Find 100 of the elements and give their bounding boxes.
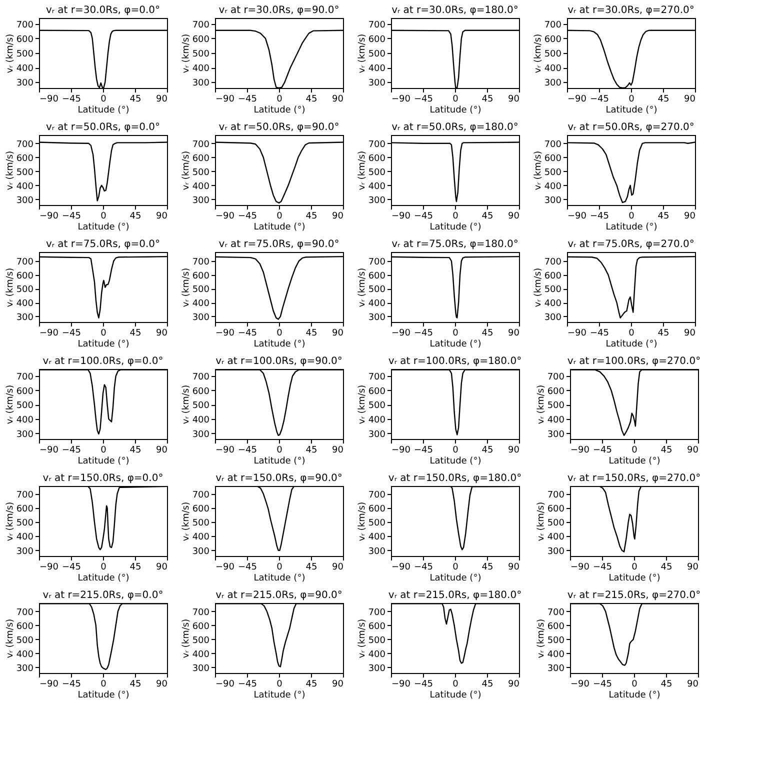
x-tick-label: −90 xyxy=(570,446,590,456)
x-tick-label: 0 xyxy=(452,562,459,572)
x-tick-label: 45 xyxy=(130,446,142,456)
x-tick-label: −45 xyxy=(238,94,257,104)
x-tick-label: 90 xyxy=(156,212,168,222)
x-tick-label: 45 xyxy=(658,328,670,338)
y-tick-label: 400 xyxy=(16,299,34,310)
x-axis-title: Latitude (°) xyxy=(430,340,482,350)
chart-title: vᵣ at r=30.0Rs, φ=90.0° xyxy=(218,5,340,16)
chart-title: vᵣ at r=30.0Rs, φ=180.0° xyxy=(392,5,518,16)
x-tick-label: 0 xyxy=(276,562,283,572)
y-tick-label: 400 xyxy=(16,532,34,543)
x-tick-label: −90 xyxy=(392,328,411,338)
x-tick-label: 45 xyxy=(660,562,672,572)
y-tick-label: 600 xyxy=(544,154,562,164)
x-axis-title: Latitude (°) xyxy=(254,340,306,350)
x-tick-label: −90 xyxy=(568,328,587,338)
y-tick-label: 500 xyxy=(16,636,34,646)
chart-title: vᵣ at r=30.0Rs, φ=0.0° xyxy=(46,5,160,16)
y-tick-label: 500 xyxy=(16,168,34,178)
y-tick-label: 600 xyxy=(368,154,386,164)
y-axis-title: vᵣ (km/s) xyxy=(357,502,368,542)
x-tick-label: 45 xyxy=(482,212,494,222)
x-axis-title: Latitude (°) xyxy=(254,106,306,116)
y-tick-label: 600 xyxy=(192,504,210,514)
x-tick-label: −45 xyxy=(414,446,433,456)
y-tick-label: 600 xyxy=(16,622,34,632)
y-tick-label: 600 xyxy=(547,386,565,397)
x-tick-label: −90 xyxy=(392,446,411,456)
y-tick-label: 600 xyxy=(368,386,386,397)
y-tick-label: 300 xyxy=(368,664,386,674)
x-tick-label: −45 xyxy=(414,562,433,572)
y-tick-label: 500 xyxy=(544,50,562,60)
x-tick-label: 90 xyxy=(156,680,168,690)
x-tick-label: 90 xyxy=(687,446,699,456)
x-tick-label: 0 xyxy=(276,446,283,456)
x-tick-label: 0 xyxy=(100,562,107,572)
y-tick-label: 400 xyxy=(544,299,562,310)
chart-title: vᵣ at r=150.0Rs, φ=180.0° xyxy=(388,473,522,484)
x-tick-label: −45 xyxy=(590,212,609,222)
x-tick-label: 0 xyxy=(628,94,635,104)
y-tick-label: 300 xyxy=(16,312,34,323)
chart-title: vᵣ at r=100.0Rs, φ=0.0° xyxy=(42,356,164,367)
x-tick-label: 0 xyxy=(276,328,283,338)
chart-title: vᵣ at r=50.0Rs, φ=0.0° xyxy=(46,122,160,133)
chart-title: vᵣ at r=75.0Rs, φ=180.0° xyxy=(392,239,518,250)
x-tick-label: 45 xyxy=(306,562,318,572)
chart-title: vᵣ at r=150.0Rs, φ=90.0° xyxy=(216,473,342,484)
y-tick-label: 700 xyxy=(368,140,386,150)
chart-title: vᵣ at r=150.0Rs, φ=270.0° xyxy=(567,473,701,484)
x-tick-label: 90 xyxy=(156,446,168,456)
x-axis-title: Latitude (°) xyxy=(430,574,482,584)
x-tick-label: 0 xyxy=(100,680,107,690)
x-tick-label: 90 xyxy=(684,94,696,104)
x-tick-label: −90 xyxy=(392,680,411,690)
y-axis-title: vᵣ (km/s) xyxy=(5,618,16,658)
y-tick-label: 700 xyxy=(368,258,386,268)
y-axis-title: vᵣ (km/s) xyxy=(533,268,544,308)
y-tick-label: 300 xyxy=(547,546,565,557)
x-tick-label: 0 xyxy=(452,328,459,338)
y-tick-label: 700 xyxy=(16,20,34,30)
y-axis-title: vᵣ (km/s) xyxy=(5,384,16,424)
x-axis-title: Latitude (°) xyxy=(78,456,130,466)
chart-title: vᵣ at r=150.0Rs, φ=0.0° xyxy=(42,473,164,484)
y-tick-label: 400 xyxy=(192,64,210,74)
x-tick-label: 90 xyxy=(508,562,520,572)
y-tick-label: 600 xyxy=(192,271,210,282)
x-tick-label: 0 xyxy=(100,446,107,456)
y-tick-label: 500 xyxy=(16,285,34,296)
x-tick-label: −45 xyxy=(62,212,81,222)
x-tick-label: 90 xyxy=(687,562,699,572)
x-tick-label: 45 xyxy=(130,94,142,104)
x-tick-label: 45 xyxy=(130,328,142,338)
y-tick-label: 600 xyxy=(368,271,386,282)
y-tick-label: 300 xyxy=(368,78,386,89)
y-tick-label: 500 xyxy=(368,50,386,60)
x-tick-label: 0 xyxy=(632,446,638,456)
y-tick-label: 600 xyxy=(192,154,210,164)
line-series xyxy=(39,256,167,318)
x-tick-label: 90 xyxy=(508,446,520,456)
x-tick-label: −90 xyxy=(40,328,59,338)
y-tick-label: 700 xyxy=(192,258,210,268)
x-tick-label: 90 xyxy=(156,562,168,572)
x-tick-label: −90 xyxy=(392,94,411,104)
x-tick-label: 90 xyxy=(156,94,168,104)
y-tick-label: 500 xyxy=(368,518,386,529)
y-axis-title: vᵣ (km/s) xyxy=(181,618,192,658)
y-tick-label: 500 xyxy=(368,168,386,178)
x-axis-title: Latitude (°) xyxy=(606,222,658,232)
x-tick-label: −90 xyxy=(40,446,59,456)
chart-title: vᵣ at r=50.0Rs, φ=90.0° xyxy=(218,122,340,133)
x-tick-label: −45 xyxy=(593,680,612,690)
y-axis-title: vᵣ (km/s) xyxy=(5,34,16,74)
x-tick-label: −45 xyxy=(414,328,433,338)
x-tick-label: 45 xyxy=(658,212,670,222)
x-tick-label: 0 xyxy=(452,446,459,456)
y-tick-label: 400 xyxy=(368,64,386,74)
x-tick-label: −90 xyxy=(40,680,59,690)
y-tick-label: 300 xyxy=(16,78,34,89)
x-tick-label: −90 xyxy=(570,562,590,572)
